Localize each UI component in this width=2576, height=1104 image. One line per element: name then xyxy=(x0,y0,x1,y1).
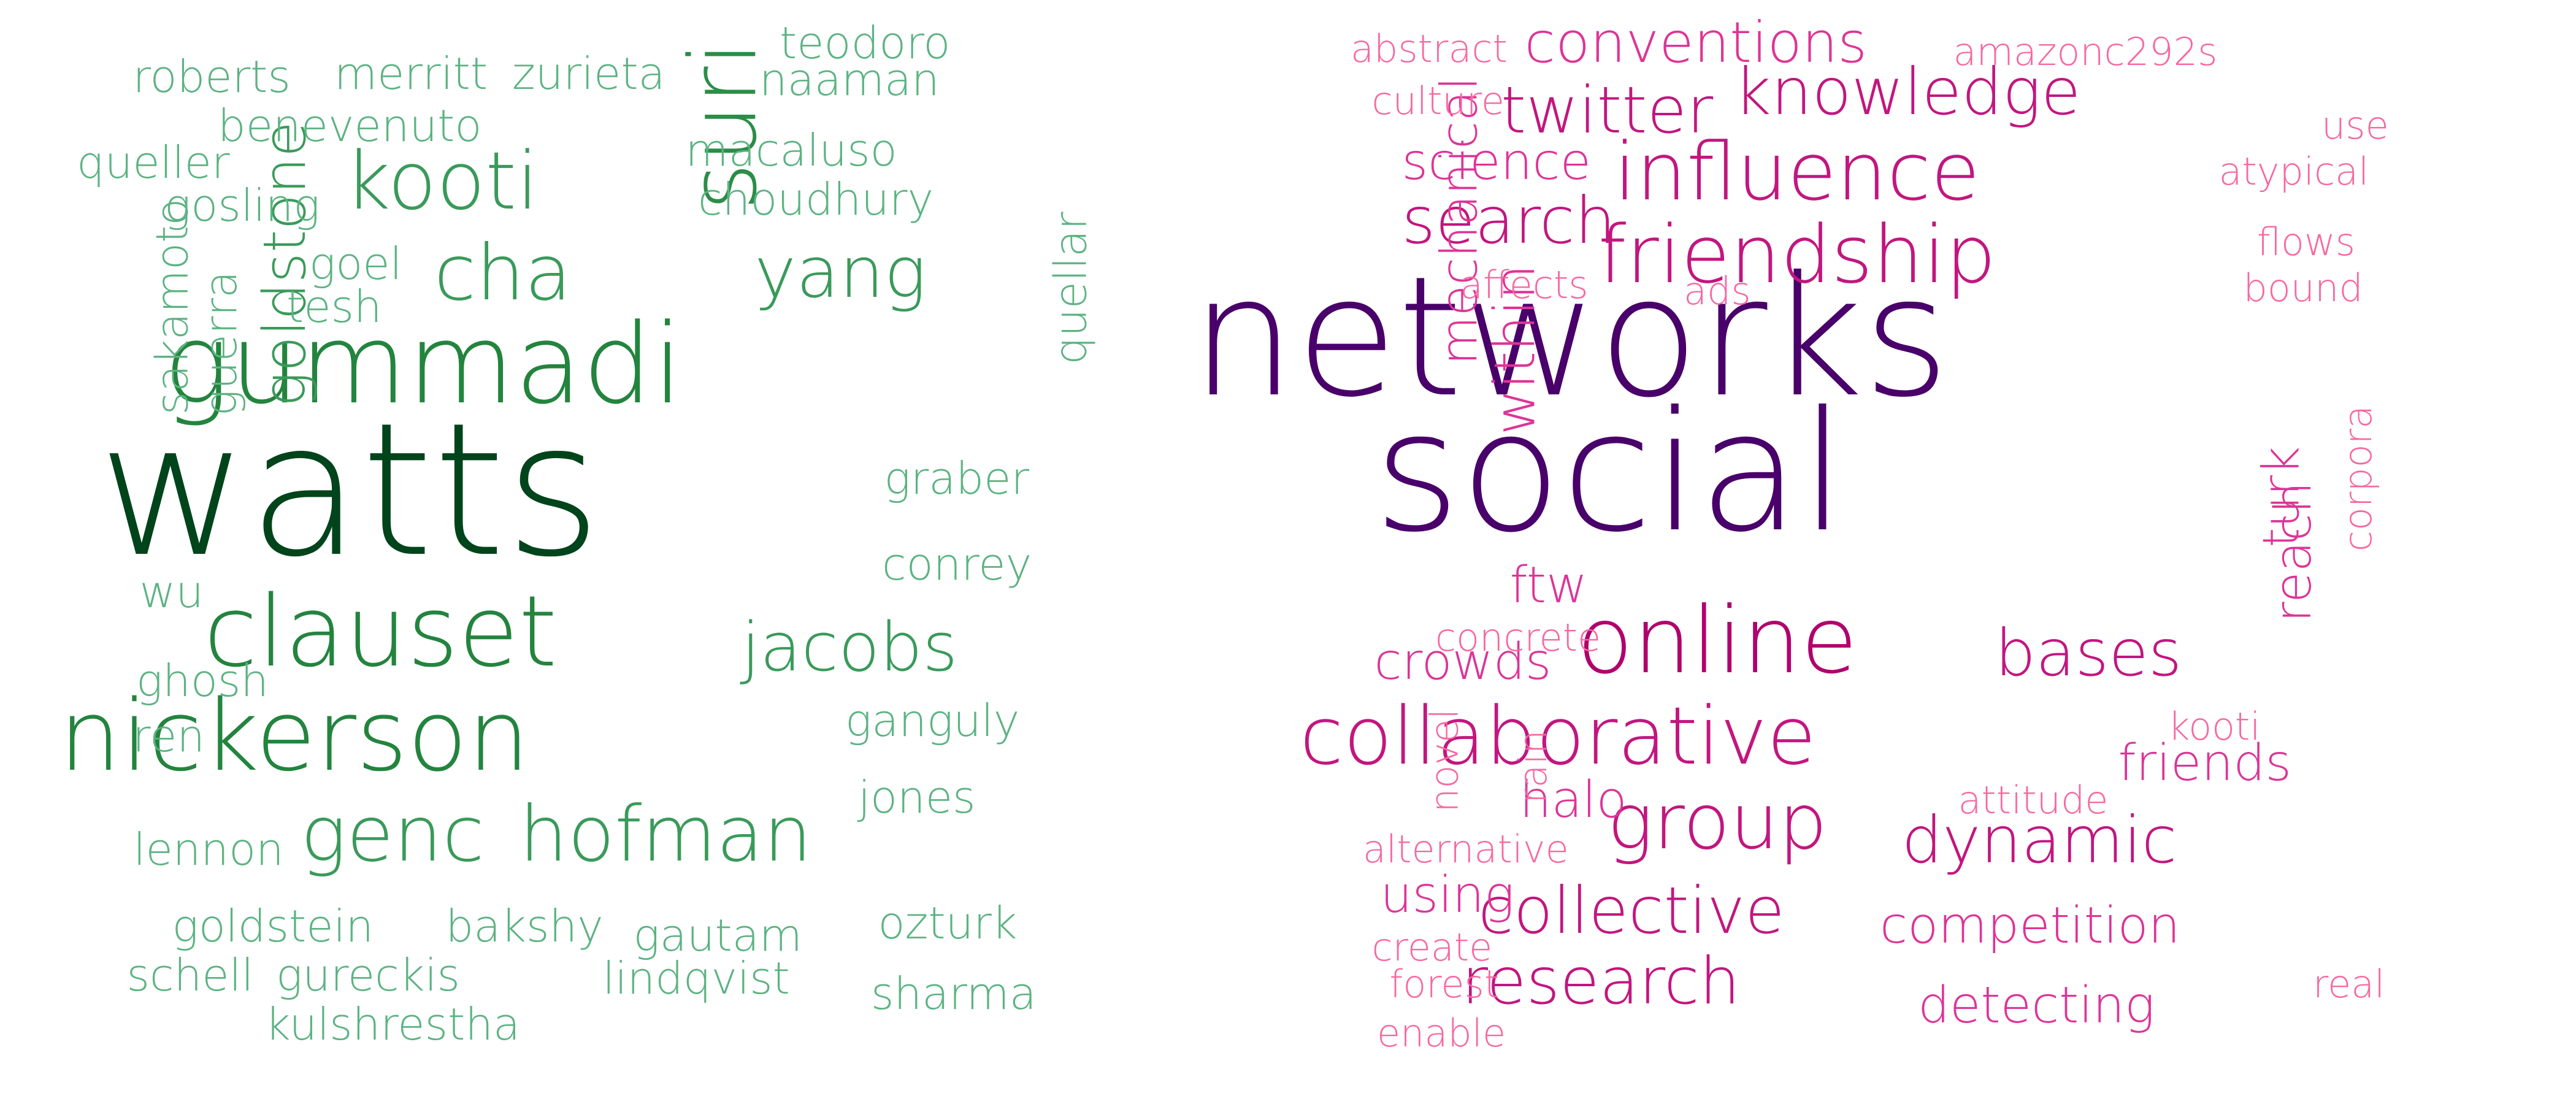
cloud-word: queller xyxy=(77,137,230,188)
cloud-word: jacobs xyxy=(741,608,958,686)
cloud-word: rain xyxy=(1511,729,1556,804)
cloud-word: schell xyxy=(126,949,254,1001)
cloud-word: collaborative xyxy=(1300,689,1817,783)
cloud-word: benevenuto xyxy=(218,100,482,151)
cloud-word: graber xyxy=(884,453,1030,504)
cloud-word: amazonc292s xyxy=(1953,29,2218,74)
cloud-word: flows xyxy=(2257,220,2355,264)
cloud-word: bases xyxy=(1995,615,2182,691)
cloud-word: competition xyxy=(1880,897,2180,955)
cloud-word: gummadi xyxy=(163,301,683,429)
cloud-word: social xyxy=(1374,375,1846,569)
cloud-word: collective xyxy=(1478,873,1785,948)
cloud-word: friends xyxy=(2118,734,2292,792)
cloud-word: twitter xyxy=(1501,72,1714,148)
cloud-word: bound xyxy=(2243,266,2363,310)
cloud-word: affects xyxy=(1460,263,1589,307)
cloud-word: yang xyxy=(754,231,927,314)
cloud-word: ozturk xyxy=(878,897,1018,949)
cloud-word: atypical xyxy=(2218,149,2369,194)
cloud-word: attitude xyxy=(1958,778,2109,822)
cloud-word: group xyxy=(1607,777,1828,867)
cloud-word: bakshy xyxy=(445,900,604,952)
cloud-word: real xyxy=(2313,962,2385,1006)
cloud-word: crowds xyxy=(1374,633,1552,691)
cloud-word: kooti xyxy=(2168,704,2261,749)
cloud-word: goel xyxy=(309,238,402,289)
cloud-word: guerra xyxy=(195,270,247,416)
cloud-word: novel xyxy=(1422,708,1467,813)
cloud-word: sharma xyxy=(871,968,1037,1019)
cloud-word: abstract xyxy=(1351,26,1508,71)
cloud-word: watts xyxy=(98,383,602,597)
cloud-word: lindqvist xyxy=(602,953,790,1004)
cloud-word: ganguly xyxy=(845,695,1020,746)
cloud-word: enable xyxy=(1377,1011,1506,1056)
cloud-word: influence xyxy=(1614,125,1980,218)
cloud-word: tesh xyxy=(286,281,382,332)
cloud-word: roberts xyxy=(132,51,291,102)
cloud-word: culture xyxy=(1371,79,1505,123)
cloud-word: search xyxy=(1401,183,1616,258)
cloud-word: forest xyxy=(1389,962,1500,1006)
cloud-word: hofman xyxy=(519,789,812,879)
cloud-word: friendship xyxy=(1598,208,1996,301)
cloud-word: use xyxy=(2321,103,2389,148)
cloud-word: networks xyxy=(1190,240,1950,434)
cloud-word: create xyxy=(1371,925,1493,970)
cloud-word: cha xyxy=(434,228,572,318)
cloud-word: goldstone xyxy=(251,121,319,407)
cloud-word: using xyxy=(1380,866,1515,924)
cloud-word: research xyxy=(1462,943,1741,1019)
cloud-word: dynamic xyxy=(1901,802,2177,878)
cloud-word: ren xyxy=(132,710,205,762)
cloud-word: corpora xyxy=(2336,405,2381,552)
cloud-word: concrete xyxy=(1435,615,1601,660)
cloud-word: conrey xyxy=(882,539,1032,590)
cloud-word: ads xyxy=(1684,269,1751,313)
cloud-word: kulshrestha xyxy=(265,999,521,1050)
cloud-word: goldstein xyxy=(172,900,374,952)
cloud-word: merritt xyxy=(334,48,488,99)
cloud-word: halo xyxy=(1519,771,1627,829)
cloud-word: lennon xyxy=(133,824,284,875)
cloud-word: ghosh xyxy=(136,655,269,707)
cloud-word: wu xyxy=(139,566,204,618)
word-cloud-authors: watts gummadi nickerson clauset suri kooti hof… xyxy=(59,17,1097,1050)
cloud-word: zurieta xyxy=(512,48,665,99)
cloud-word: online xyxy=(1577,588,1858,694)
cloud-word: jones xyxy=(858,772,976,823)
word-cloud-topics: networks social online collaborative influen… xyxy=(1191,0,2576,1104)
cloud-word: kooti xyxy=(344,134,539,228)
cloud-word: science xyxy=(1401,133,1592,191)
cloud-word: quellar xyxy=(1045,212,1097,365)
cloud-word: knowledge xyxy=(1734,54,2081,129)
cloud-word: gautam xyxy=(633,910,802,961)
cloud-word: naaman xyxy=(759,54,940,105)
cloud-word: genc xyxy=(301,789,485,879)
cloud-word: conventions xyxy=(1524,10,1868,75)
cloud-word: ftw xyxy=(1509,556,1588,615)
cloud-word: alternative xyxy=(1363,827,1569,872)
cloud-word: turk xyxy=(2252,446,2311,548)
cloud-word: choudhury xyxy=(698,174,934,225)
cloud-word: clauset xyxy=(204,574,558,689)
cloud-word: gureckis xyxy=(276,949,460,1001)
cloud-word: macaluso xyxy=(685,125,897,176)
cloud-word: teodoro xyxy=(780,17,951,69)
cloud-word: sakamoto xyxy=(145,198,197,415)
cloud-word: nickerson xyxy=(59,678,530,793)
cloud-word: gosling xyxy=(164,180,320,231)
cloud-word: detecting xyxy=(1918,976,2155,1035)
